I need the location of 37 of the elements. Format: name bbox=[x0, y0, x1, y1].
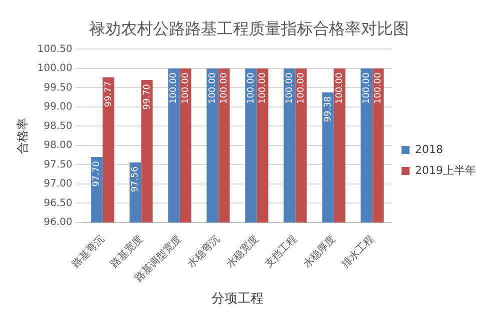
data-label: 100.00 bbox=[180, 72, 191, 104]
x-tick-label: 水稳厚度 bbox=[300, 233, 338, 270]
legend-label: 2018 bbox=[415, 142, 444, 156]
y-tick-label: 96.50 bbox=[44, 198, 72, 209]
x-tick-label: 水稳宽度 bbox=[224, 233, 261, 270]
x-tick-label: 路基弯沉 bbox=[70, 233, 107, 270]
y-tick-label: 100.00 bbox=[37, 63, 72, 74]
data-label: 100.00 bbox=[208, 72, 218, 104]
data-label: 100.00 bbox=[296, 72, 306, 104]
y-tick-label: 97.00 bbox=[44, 178, 72, 190]
y-tick-label: 98.00 bbox=[44, 140, 72, 152]
y-tick-label: 99.50 bbox=[44, 82, 72, 94]
data-label: 99.70 bbox=[142, 84, 152, 110]
data-label: 99.77 bbox=[104, 81, 114, 108]
x-tick-label: 支挡工程 bbox=[262, 233, 300, 270]
data-label: 100.00 bbox=[284, 72, 295, 104]
legend-label: 2019上半年 bbox=[415, 164, 476, 177]
y-tick-label: 98.50 bbox=[44, 120, 72, 132]
data-label: 100.00 bbox=[219, 72, 230, 104]
y-tick-label: 96.00 bbox=[44, 217, 72, 228]
data-label: 97.56 bbox=[130, 166, 141, 192]
x-axis-title: 分项工程 bbox=[211, 292, 264, 307]
data-label: 100.00 bbox=[334, 72, 345, 104]
data-label: 100.00 bbox=[169, 72, 180, 104]
data-label: 100.00 bbox=[373, 72, 384, 104]
data-label: 97.70 bbox=[92, 160, 102, 187]
x-tick-label: 水稳弯沉 bbox=[185, 233, 222, 270]
y-tick-label: 100.50 bbox=[37, 44, 72, 55]
x-tick-label: 排水工程 bbox=[339, 233, 376, 270]
y-tick-label: 97.50 bbox=[44, 159, 72, 170]
chart-title: 禄劝农村公路路基工程质量指标合格率对比图 bbox=[89, 18, 409, 38]
data-label: 100.00 bbox=[246, 72, 256, 104]
data-label: 100.00 bbox=[258, 72, 268, 104]
y-tick-label: 99.00 bbox=[44, 102, 72, 113]
data-label: 100.00 bbox=[362, 72, 372, 104]
y-axis-title: 合格率 bbox=[15, 118, 30, 154]
data-label: 99.38 bbox=[323, 96, 334, 122]
